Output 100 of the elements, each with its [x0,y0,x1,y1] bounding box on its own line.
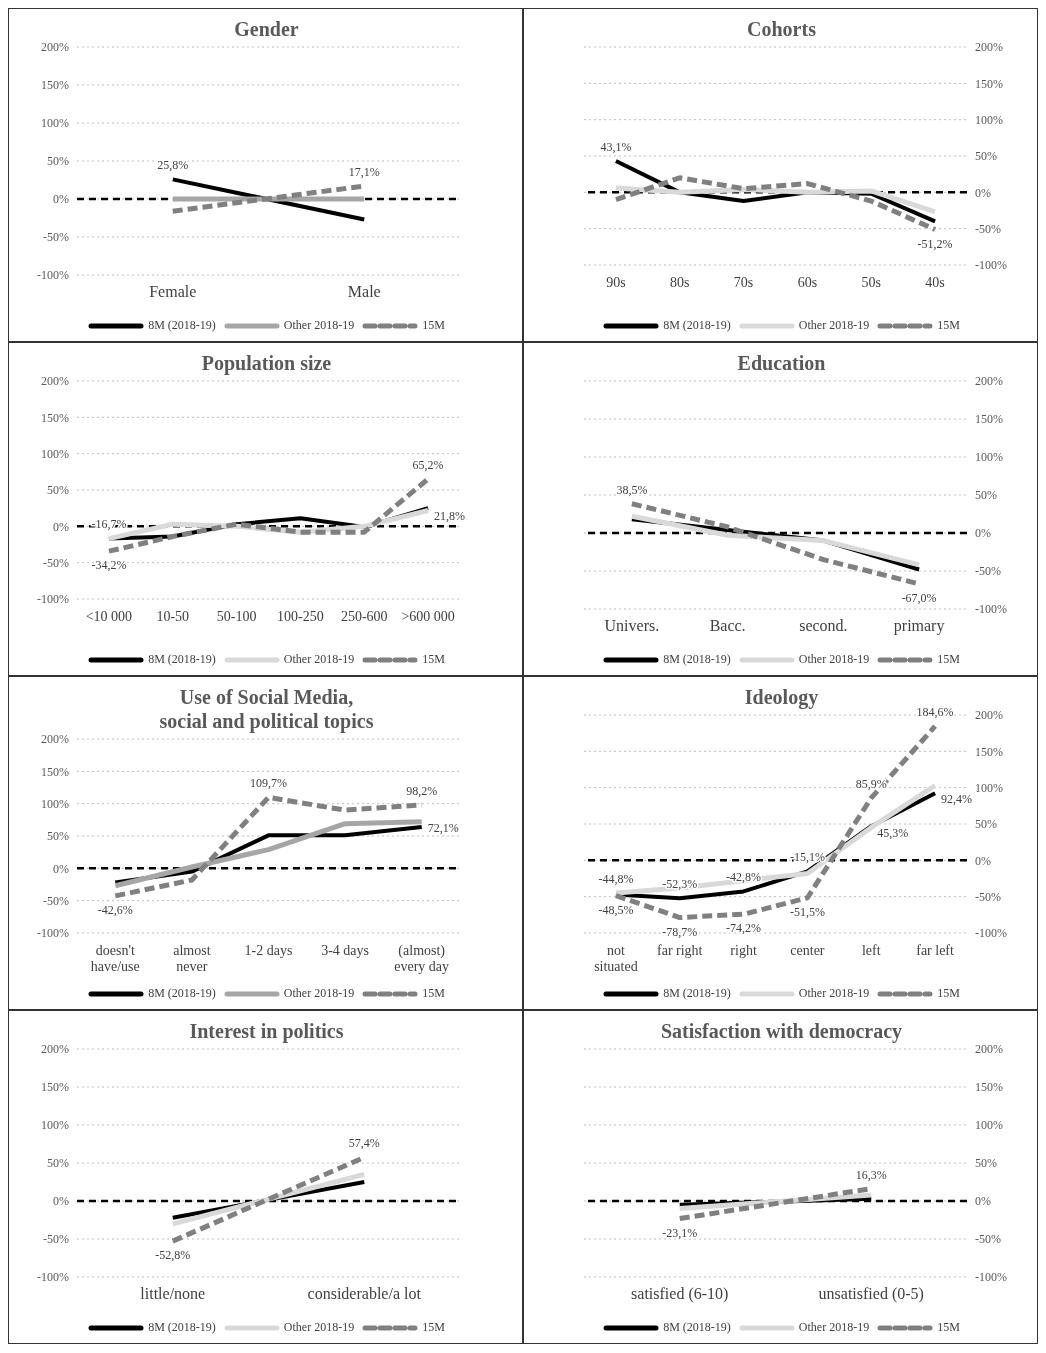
y-tick-label: 150% [41,410,69,425]
y-tick-label: 200% [975,374,1003,389]
y-tick-label: -100% [37,592,69,607]
x-tick-label: Univers. [604,617,660,634]
y-tick-label: -100% [37,926,69,941]
y-tick-label: 200% [41,40,69,55]
y-tick-label: -50% [43,555,69,570]
y-tick-label: 100% [975,1118,1003,1133]
y-tick-label: 150% [975,744,1003,759]
chart-title: Use of Social Media, social and political topics [158,685,375,733]
x-tick-label: (almost) every day [394,943,450,974]
y-tick-label: 0% [975,526,991,541]
y-tick-label: 0% [53,861,69,876]
data-label: -51,2% [917,236,953,251]
y-tick-label: 100% [975,780,1003,795]
y-tick-label: 150% [975,76,1003,91]
x-tick-label: far right [657,943,703,958]
x-tick-label: 50s [861,275,881,290]
y-tick-label: 0% [53,519,69,534]
y-tick-label: 150% [41,1080,69,1095]
data-label: 184,6% [916,705,954,720]
y-tick-label: 50% [975,817,997,832]
chart-title: Ideology [744,686,819,708]
y-tick-label: 100% [41,116,69,131]
y-tick-label: 50% [975,488,997,503]
legend-label: 15M [937,1320,960,1335]
x-tick-label: little/none [140,1285,206,1302]
y-tick-label: 50% [975,1156,997,1171]
y-tick-label: 0% [53,192,69,207]
x-tick-label: <10 000 [85,609,133,624]
data-label: 72,1% [427,820,459,835]
legend-label: Other 2018-19 [798,986,870,1001]
data-label: -23,1% [662,1225,698,1240]
y-tick-label: 200% [41,732,69,747]
x-tick-label: 50-100 [216,609,257,624]
legend-label: 15M [422,318,445,333]
y-tick-label: 50% [47,829,69,844]
data-label: -44,8% [598,871,634,886]
x-tick-label: considerable/a lot [307,1285,422,1302]
x-tick-label: Bacc. [709,617,746,634]
y-tick-label: 0% [53,1194,69,1209]
x-tick-label: 100-250 [277,609,324,624]
data-label: 98,2% [406,783,438,798]
chart-title: Interest in politics [188,1019,345,1043]
x-tick-label: 90s [606,275,626,290]
data-label: -52,8% [155,1248,191,1263]
data-label: 65,2% [412,457,444,472]
data-label: 38,5% [616,482,648,497]
y-tick-label: -100% [975,258,1007,273]
legend-label: Other 2018-19 [798,318,870,333]
data-label: -52,3% [662,877,698,892]
y-tick-label: -50% [43,230,69,245]
y-tick-label: 150% [41,78,69,93]
data-label: -16,7% [91,517,127,532]
legend-label: 8M (2018-19) [148,318,216,333]
legend-label: 8M (2018-19) [148,652,216,667]
y-tick-label: 150% [975,1080,1003,1095]
chart-title: Education [736,351,827,375]
y-tick-label: 100% [975,112,1003,127]
y-tick-label: -100% [975,602,1007,617]
y-tick-label: -50% [43,893,69,908]
legend-label: Other 2018-19 [283,652,355,667]
y-tick-label: 100% [41,446,69,461]
x-tick-label: 60s [797,275,818,290]
x-tick-label: primary [893,617,945,635]
x-tick-label: left [861,943,881,958]
y-tick-label: 150% [975,412,1003,427]
y-tick-label: 100% [41,1118,69,1133]
data-label: -74,2% [726,921,762,936]
y-tick-label: 150% [41,764,69,779]
x-tick-label: not situated [594,943,638,974]
y-tick-label: 50% [47,154,69,169]
y-tick-label: 200% [975,708,1003,723]
legend-label: 15M [937,652,960,667]
legend-label: Other 2018-19 [798,652,870,667]
y-tick-label: 200% [975,1042,1003,1057]
data-label: -67,0% [901,590,937,605]
x-tick-label: 80s [670,275,690,290]
data-label: 92,4% [941,792,973,807]
y-tick-label: -100% [975,926,1007,941]
y-tick-label: -100% [37,1270,69,1285]
y-tick-label: 0% [975,185,991,200]
legend-label: 8M (2018-19) [663,652,731,667]
x-tick-label: Female [149,283,197,300]
legend-label: 8M (2018-19) [663,986,731,1001]
data-label: 25,8% [157,158,189,173]
data-label: -51,5% [789,904,825,919]
x-tick-label: second. [799,617,848,634]
x-tick-label: 10-50 [156,609,190,624]
legend-label: 8M (2018-19) [663,1320,731,1335]
legend-label: 15M [422,986,445,1001]
x-tick-label: far left [916,943,955,958]
y-tick-label: -100% [975,1270,1007,1285]
legend-label: Other 2018-19 [283,986,355,1001]
y-tick-label: 100% [975,450,1003,465]
legend-label: 8M (2018-19) [663,318,731,333]
y-tick-label: 100% [41,796,69,811]
legend-label: 15M [422,1320,445,1335]
legend-label: 8M (2018-19) [148,1320,216,1335]
x-tick-label: unsatisfied (0-5) [818,1285,924,1303]
